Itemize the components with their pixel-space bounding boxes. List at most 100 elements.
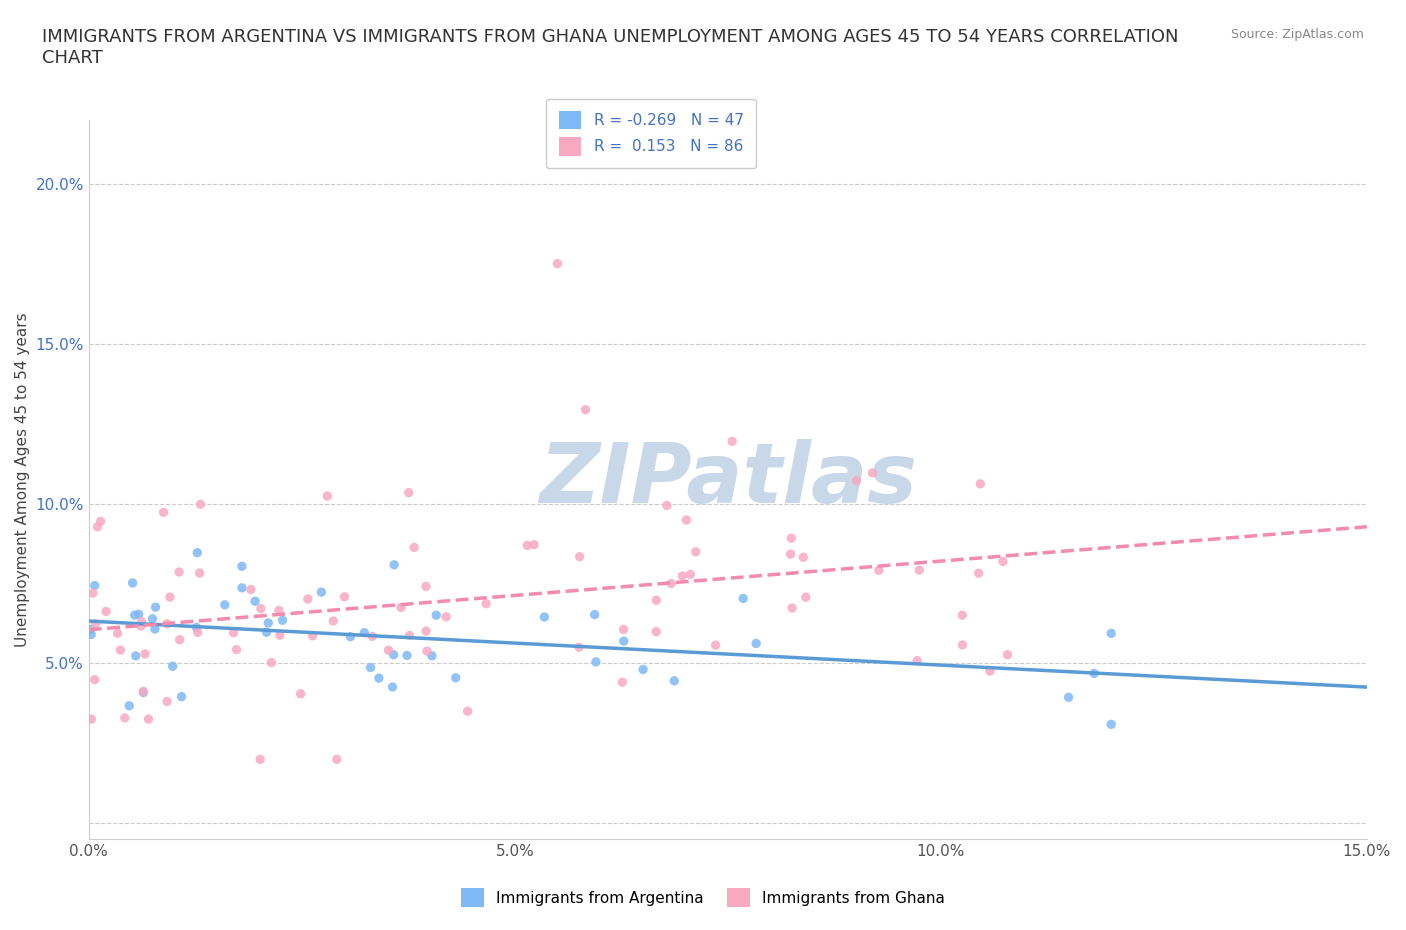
- Legend: R = -0.269   N = 47, R =  0.153   N = 86: R = -0.269 N = 47, R = 0.153 N = 86: [547, 99, 756, 168]
- Point: [950, 608, 973, 623]
- Point: [862, 466, 884, 481]
- Point: [152, 505, 174, 520]
- Point: [222, 625, 245, 640]
- Point: [131, 614, 153, 629]
- Point: [780, 601, 803, 616]
- Point: [908, 563, 931, 578]
- Point: [138, 711, 160, 726]
- Point: [523, 538, 546, 552]
- Legend: Immigrants from Argentina, Immigrants from Ghana: Immigrants from Argentina, Immigrants fr…: [456, 883, 950, 913]
- Point: [780, 531, 803, 546]
- Point: [114, 711, 136, 725]
- Point: [110, 643, 132, 658]
- Point: [583, 607, 606, 622]
- Point: [475, 596, 498, 611]
- Point: [389, 600, 412, 615]
- Point: [129, 618, 152, 633]
- Point: [1099, 717, 1122, 732]
- Point: [733, 591, 755, 606]
- Point: [86, 519, 108, 534]
- Point: [794, 590, 817, 604]
- Point: [94, 604, 117, 618]
- Point: [297, 591, 319, 606]
- Point: [845, 473, 868, 488]
- Point: [269, 628, 291, 643]
- Point: [326, 752, 349, 767]
- Point: [260, 655, 283, 670]
- Point: [404, 540, 426, 555]
- Point: [967, 565, 990, 580]
- Point: [659, 576, 682, 591]
- Point: [214, 597, 236, 612]
- Point: [243, 593, 266, 608]
- Point: [457, 704, 479, 719]
- Point: [574, 403, 596, 418]
- Point: [360, 660, 382, 675]
- Point: [868, 563, 890, 578]
- Point: [190, 497, 212, 512]
- Point: [361, 629, 384, 644]
- Point: [979, 664, 1001, 679]
- Point: [167, 565, 190, 579]
- Point: [256, 625, 278, 640]
- Point: [169, 632, 191, 647]
- Text: ZIPatlas: ZIPatlas: [538, 439, 917, 520]
- Point: [952, 637, 974, 652]
- Point: [434, 609, 457, 624]
- Y-axis label: Unemployment Among Ages 45 to 54 years: Unemployment Among Ages 45 to 54 years: [15, 312, 30, 647]
- Point: [80, 622, 103, 637]
- Point: [381, 680, 404, 695]
- Point: [675, 512, 697, 527]
- Point: [991, 554, 1014, 569]
- Point: [107, 626, 129, 641]
- Point: [415, 579, 437, 594]
- Point: [132, 685, 155, 700]
- Point: [145, 600, 167, 615]
- Point: [645, 592, 668, 607]
- Point: [416, 644, 439, 658]
- Point: [82, 586, 104, 601]
- Point: [162, 658, 184, 673]
- Point: [382, 647, 405, 662]
- Point: [1057, 690, 1080, 705]
- Point: [257, 616, 280, 631]
- Point: [655, 498, 678, 512]
- Point: [239, 582, 262, 597]
- Point: [316, 488, 339, 503]
- Point: [118, 698, 141, 713]
- Point: [271, 613, 294, 628]
- Point: [225, 643, 247, 658]
- Point: [612, 675, 634, 690]
- Point: [83, 672, 105, 687]
- Point: [290, 686, 312, 701]
- Text: IMMIGRANTS FROM ARGENTINA VS IMMIGRANTS FROM GHANA UNEMPLOYMENT AMONG AGES 45 TO: IMMIGRANTS FROM ARGENTINA VS IMMIGRANTS …: [42, 28, 1178, 67]
- Point: [679, 567, 702, 582]
- Point: [132, 684, 155, 698]
- Point: [322, 614, 344, 629]
- Point: [311, 585, 333, 600]
- Point: [128, 606, 150, 621]
- Point: [671, 568, 693, 583]
- Point: [156, 617, 179, 631]
- Point: [568, 550, 591, 565]
- Point: [249, 752, 271, 767]
- Point: [333, 590, 356, 604]
- Point: [170, 689, 193, 704]
- Point: [159, 590, 181, 604]
- Point: [367, 671, 389, 685]
- Text: Source: ZipAtlas.com: Source: ZipAtlas.com: [1230, 28, 1364, 41]
- Point: [779, 547, 801, 562]
- Point: [186, 620, 208, 635]
- Point: [231, 580, 253, 595]
- Point: [267, 603, 290, 618]
- Point: [382, 557, 405, 572]
- Point: [186, 545, 208, 560]
- Point: [612, 622, 634, 637]
- Point: [84, 617, 107, 631]
- Point: [124, 608, 146, 623]
- Point: [187, 625, 209, 640]
- Point: [353, 625, 375, 640]
- Point: [997, 647, 1019, 662]
- Point: [969, 476, 991, 491]
- Point: [533, 609, 555, 624]
